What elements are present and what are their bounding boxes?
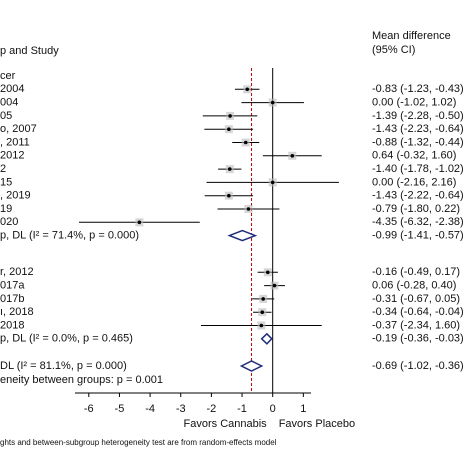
- ci-label: -0.69 (-1.02, -0.36): [372, 360, 464, 372]
- x-tick-label: 0: [270, 403, 276, 415]
- ci-label: -0.37 (-2.34, 1.60): [372, 319, 460, 331]
- ci-label: -0.79 (-1.80, 0.22): [372, 203, 460, 215]
- x-tick-label: -3: [176, 403, 186, 415]
- x-tick-label: -6: [84, 403, 94, 415]
- row-label: , 2011: [0, 136, 30, 148]
- footnote: ghts and between-subgroup heterogeneity …: [0, 438, 277, 447]
- estimate-point: [228, 114, 232, 118]
- estimate-point: [272, 283, 277, 288]
- x-tick-label: 1: [300, 403, 306, 415]
- row-label: p, DL (I² = 0.0%, p = 0.465): [0, 333, 133, 345]
- estimate-point: [265, 270, 270, 275]
- estimate-point: [243, 140, 248, 145]
- heterogeneity-note: eneity between groups: p = 0.001: [0, 374, 163, 386]
- group-label: cer: [0, 70, 16, 82]
- row-label: DL (I² = 81.1%, p = 0.000): [0, 360, 127, 372]
- row-label: ı, 2018: [0, 306, 34, 318]
- pooled-diamond: [227, 229, 258, 242]
- ci-label: -1.40 (-1.78, -1.02): [372, 163, 464, 175]
- estimate-point: [290, 154, 295, 158]
- x-tick-label: -4: [145, 403, 155, 415]
- ci-label: -0.88 (-1.32, -0.44): [372, 136, 464, 148]
- ci-label: -1.43 (-2.23, -0.64): [372, 123, 464, 135]
- row-label: 2: [0, 163, 6, 175]
- row-label: , 2019: [0, 190, 31, 202]
- row-label: 017a: [0, 280, 25, 292]
- ci-label: -1.39 (-2.28, -0.50): [372, 110, 464, 122]
- ci-label: -4.35 (-6.32, -2.38): [372, 216, 464, 228]
- ci-label: 0.00 (-1.02, 1.02): [372, 97, 456, 109]
- ci-label: -1.43 (-2.22, -0.64): [372, 190, 464, 202]
- ci-label: -0.34 (-0.64, -0.04): [372, 306, 464, 318]
- column-header: (95% CI): [372, 44, 415, 56]
- column-header: p and Study: [0, 45, 59, 57]
- estimate-point: [227, 167, 232, 171]
- row-label: 017b: [0, 293, 24, 305]
- estimate-point: [137, 220, 142, 225]
- row-label: o, 2007: [0, 123, 37, 135]
- ci-label: -0.31 (-0.67, 0.05): [372, 293, 460, 305]
- row-label: 19: [0, 203, 12, 215]
- ci-label: 0.64 (-0.32, 1.60): [372, 150, 456, 162]
- ci-label: -0.16 (-0.49, 0.17): [372, 266, 460, 278]
- row-label: 2018: [0, 319, 24, 331]
- x-label-left: Favors Cannabis: [184, 418, 268, 430]
- ci-label: -0.99 (-1.41, -0.57): [372, 230, 464, 242]
- x-tick-label: -1: [237, 403, 247, 415]
- x-label-right: Favors Placebo: [279, 418, 355, 430]
- ci-label: -0.83 (-1.23, -0.43): [372, 83, 464, 95]
- x-tick-label: -5: [115, 403, 125, 415]
- row-label: 2012: [0, 150, 24, 162]
- estimate-point: [270, 100, 275, 105]
- column-header: Mean difference: [372, 30, 451, 42]
- ci-label: -0.19 (-0.36, -0.03): [372, 333, 464, 345]
- row-label: 05: [0, 110, 12, 122]
- estimate-point: [245, 87, 250, 92]
- row-label: r, 2012: [0, 266, 34, 278]
- row-label: 15: [0, 176, 12, 188]
- ci-label: 0.00 (-2.16, 2.16): [372, 176, 456, 188]
- estimate-point: [259, 323, 264, 328]
- ci-label: 0.06 (-0.28, 0.40): [372, 280, 456, 292]
- estimate-point: [246, 207, 251, 211]
- estimate-point: [270, 180, 275, 185]
- row-label: 2004: [0, 83, 24, 95]
- pooled-diamond: [260, 332, 273, 345]
- estimate-point: [260, 310, 265, 315]
- estimate-point: [227, 127, 231, 131]
- x-tick-label: -2: [206, 403, 216, 415]
- estimate-point: [227, 193, 231, 198]
- estimate-point: [261, 297, 265, 301]
- row-label: p, DL (I² = 71.4%, p = 0.000): [0, 230, 139, 242]
- row-label: 020: [0, 216, 18, 228]
- row-label: 004: [0, 97, 18, 109]
- pooled-diamond: [239, 360, 264, 372]
